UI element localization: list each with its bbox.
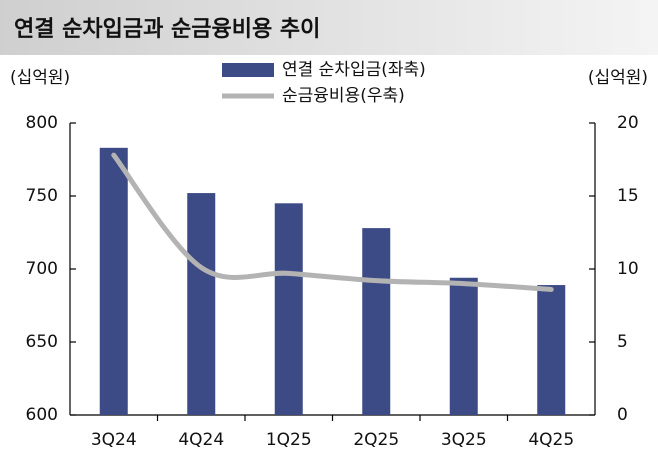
legend-swatch xyxy=(222,63,274,77)
y-tick-label: 750 xyxy=(26,186,58,206)
bar xyxy=(362,228,391,415)
y-tick-label: 650 xyxy=(26,332,58,352)
bar xyxy=(187,193,216,415)
legend-label: 연결 순차입금(좌축) xyxy=(282,60,426,80)
line xyxy=(111,152,554,292)
y2-tick-label: 5 xyxy=(617,332,628,352)
bar xyxy=(274,203,303,415)
x-tick-label: 1Q25 xyxy=(266,430,312,450)
bar xyxy=(537,285,566,415)
x-tick-label: 3Q24 xyxy=(91,430,137,450)
title-band xyxy=(0,0,658,55)
legend-label: 순금융비용(우축) xyxy=(282,86,405,106)
x-tick-label: 4Q24 xyxy=(178,430,224,450)
y-tick-label: 700 xyxy=(26,259,58,279)
y2-tick-label: 15 xyxy=(617,186,639,206)
bar xyxy=(449,277,478,415)
y2-tick-label: 20 xyxy=(617,113,639,133)
x-tick-label: 2Q25 xyxy=(353,430,399,450)
y-tick-label: 600 xyxy=(26,405,58,425)
x-tick-label: 4Q25 xyxy=(528,430,574,450)
x-tick-label: 3Q25 xyxy=(441,430,487,450)
bar xyxy=(99,147,128,415)
y2-tick-label: 10 xyxy=(617,259,639,279)
y-tick-label: 800 xyxy=(26,113,58,133)
chart-title: 연결 순차입금과 순금융비용 추이 xyxy=(14,17,320,42)
y2-tick-label: 0 xyxy=(617,405,628,425)
y-unit: (십억원) xyxy=(10,68,70,88)
y2-unit: (십억원) xyxy=(588,68,648,88)
